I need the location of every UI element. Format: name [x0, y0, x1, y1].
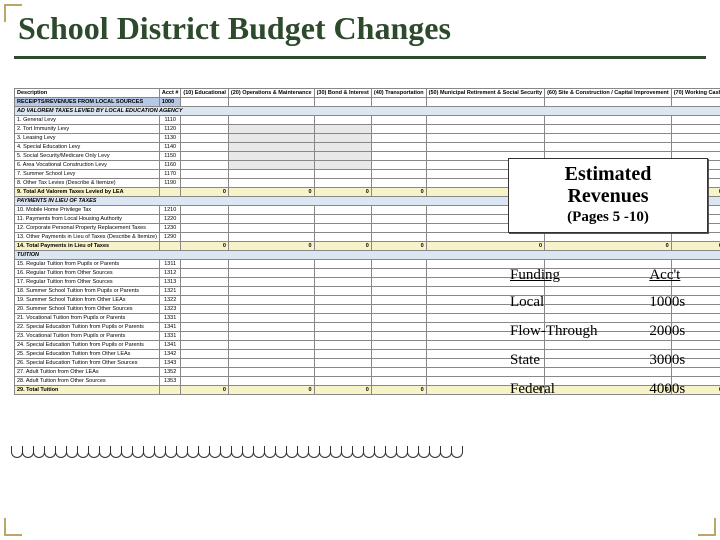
funding-table: Funding Acc't Local1000s Flow-Through200… [508, 263, 708, 404]
callout-title-line2: Revenues [519, 185, 697, 207]
col-30: (30) Bond & Interest [314, 89, 371, 98]
funding-header-code: Acc't [647, 263, 708, 288]
col-70: (70) Working Cash [671, 89, 720, 98]
corner-decoration [698, 518, 716, 536]
funding-row: Local1000s [508, 288, 708, 317]
title-underline [14, 56, 706, 59]
corner-decoration [4, 518, 22, 536]
col-description: Description [15, 89, 160, 98]
col-10: (10) Educational [181, 89, 228, 98]
funding-row: Flow-Through2000s [508, 317, 708, 346]
page-title: School District Budget Changes [18, 10, 451, 47]
funding-header-name: Funding [508, 263, 647, 288]
callout-title-line1: Estimated [519, 163, 697, 185]
funding-row: State3000s [508, 346, 708, 375]
header-row: Description Acct # (10) Educational (20)… [15, 89, 720, 98]
callout-subtitle: (Pages 5 -10) [519, 209, 697, 226]
col-40: (40) Transportation [371, 89, 426, 98]
funding-row: Federal4000s [508, 375, 708, 404]
col-60: (60) Site & Construction / Capital Impro… [545, 89, 672, 98]
spreadsheet-torn-edge [12, 446, 496, 460]
col-20: (20) Operations & Maintenance [228, 89, 314, 98]
right-panel: Estimated Revenues (Pages 5 -10) Funding… [508, 158, 708, 404]
col-50: (50) Municipal Retirement & Social Secur… [426, 89, 544, 98]
col-acct: Acct # [159, 89, 181, 98]
callout-box: Estimated Revenues (Pages 5 -10) [508, 158, 708, 233]
